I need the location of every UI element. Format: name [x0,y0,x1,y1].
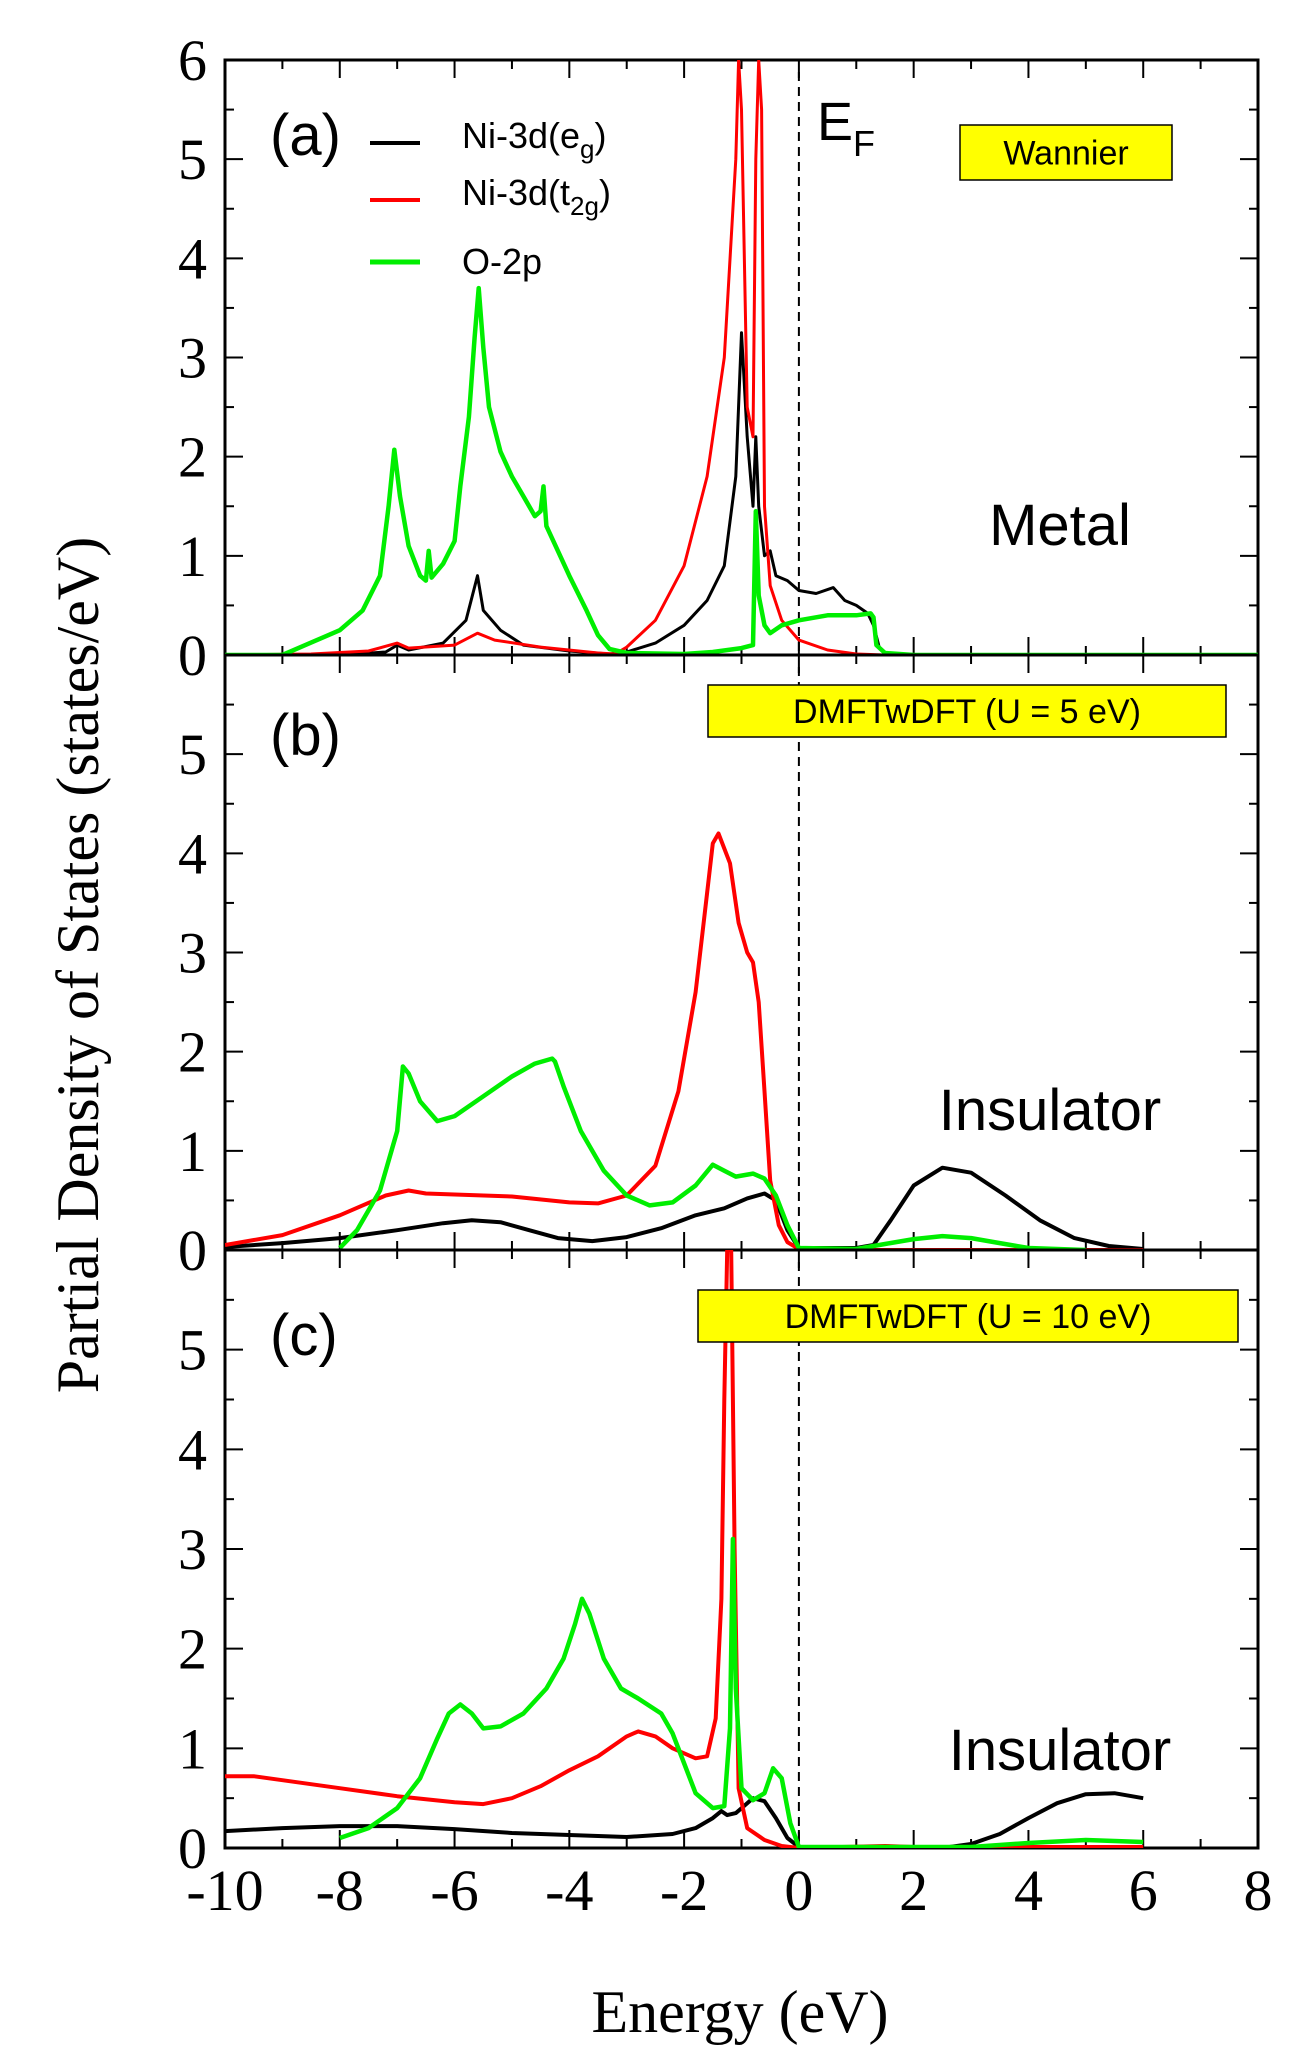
x-axis-label: Energy (eV) [591,1979,888,2045]
x-tick-label: -2 [660,1858,708,1923]
legend-t2g-main: Ni-3d(t [462,172,570,213]
x-tick-label: 4 [1014,1858,1043,1923]
y-tick-label: 3 [178,921,207,986]
state-annotation: Metal [989,493,1131,558]
y-tick-label: 0 [178,623,207,688]
x-tick-label: -10 [186,1858,263,1923]
series-line-t2g [225,1250,1144,1848]
method-badge-text: DMFTwDFT (U = 5 eV) [793,693,1141,731]
y-tick-label: 2 [178,1020,207,1085]
series-group [225,1250,1144,1848]
legend-t2g-sub: 2g [570,191,599,221]
y-tick-label: 2 [178,1617,207,1682]
y-axis-label: Partial Density of States (states/eV) [45,537,111,1393]
y-tick-label: 4 [178,226,207,291]
y-tick-label: 2 [178,425,207,490]
y-tick-label: 1 [178,524,207,589]
y-tick-label: 4 [178,821,207,886]
panel-label: (a) [270,103,341,168]
state-annotation: Insulator [949,1718,1171,1783]
method-badge [707,684,1227,738]
legend-label-o2p: O-2p [462,241,542,282]
y-tick-label: 1 [178,1716,207,1781]
legend: Ni-3d(eg) Ni-3d(t2g) O-2p [370,115,611,282]
x-tick-label: 8 [1244,1858,1273,1923]
x-tick-label: -8 [316,1858,364,1923]
panels: 0 1 2 3 4 5 6 (a) Wannier Metal 0 1 2 3 4 5 (b) DMFTwDFT … [178,28,1273,1923]
y-tick-label: 3 [178,326,207,391]
y-tick-label: 0 [178,1816,207,1881]
panel-2: -10 -8 -6 -4 -2 0 2 4 6 8 0 1 2 3 4 5 (c) DMFTwDFT (U = 1… [178,1248,1273,1923]
legend-label-eg: Ni-3d(eg) [462,115,607,164]
y-tick-label: 1 [178,1119,207,1184]
fermi-level-letter: E [817,92,853,152]
series-line-eg [225,1165,1144,1250]
legend-eg-tail: ) [595,115,607,156]
x-tick-label: -4 [545,1858,593,1923]
panel-label: (c) [270,1303,338,1368]
y-tick-label: 0 [178,1218,207,1283]
y-tick-label: 3 [178,1517,207,1582]
method-badge-text: Wannier [1003,135,1128,173]
y-tick-label: 4 [178,1417,207,1482]
legend-t2g-tail: ) [599,172,611,213]
legend-eg-main: Ni-3d(e [462,115,580,156]
series-line-eg [225,331,1258,655]
legend-o2p-main: O-2p [462,241,542,282]
y-tick-label: 5 [178,127,207,192]
x-tick-label: 0 [784,1858,813,1923]
legend-label-t2g: Ni-3d(t2g) [462,172,611,221]
series-group [225,831,1144,1250]
method-badge-text: DMFTwDFT (U = 10 eV) [785,1298,1152,1336]
y-tick-label: 6 [178,28,207,93]
method-badge [697,1289,1239,1343]
x-tick-label: 6 [1129,1858,1158,1923]
x-tick-label: 2 [899,1858,928,1923]
state-annotation: Insulator [939,1078,1161,1143]
y-tick-label: 5 [178,1318,207,1383]
x-tick-label: -6 [430,1858,478,1923]
series-line-o2p [338,1056,1086,1250]
series-line-o2p [339,1536,1144,1848]
y-tick-label: 5 [178,722,207,787]
series-line-o2p [225,285,1258,655]
series-line-t2g [225,60,1258,655]
fermi-level-subscript: F [853,123,875,164]
panel-label: (b) [270,703,341,768]
legend-eg-sub: g [580,134,594,164]
series-group [225,60,1258,655]
fermi-level-label: EF [817,92,875,164]
method-badge [959,124,1173,181]
series-line-t2g [225,831,1144,1250]
